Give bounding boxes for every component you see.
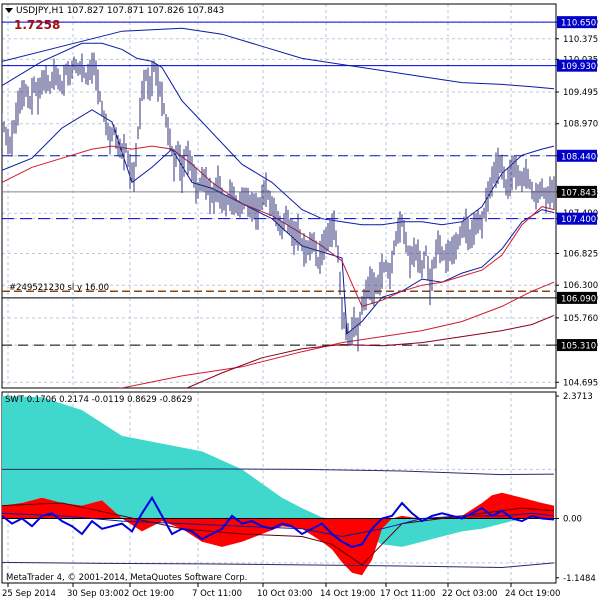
copyright-text: MetaTrader 4, © 2001-2014, MetaQuotes So… xyxy=(6,573,247,583)
navy-signal xyxy=(2,512,555,538)
price-tag xyxy=(557,339,597,352)
price-tag xyxy=(557,59,597,72)
time-tick-label: 7 Oct 11:00 xyxy=(192,589,242,599)
oscillator-pane: 2.3713 0.00 -1.1484 SWT 0.1706 0.2174 -0.01… xyxy=(1,391,596,584)
price-tag xyxy=(557,212,597,225)
price-tag-label: 107.843 xyxy=(561,188,596,198)
price-tag xyxy=(557,185,597,198)
axis-tick-label: 105.760 xyxy=(563,314,598,324)
price-tag-label: 105.310 xyxy=(561,342,596,352)
order-label-text: #249521230 sl y 16.00 xyxy=(9,283,109,293)
upper-band xyxy=(2,468,555,476)
ma-mid-red-line xyxy=(116,281,555,388)
axis-tick-label: 106.300 xyxy=(563,281,598,291)
chart-header: USDJPY,H1 107.827 107.871 107.826 107.84… xyxy=(5,6,224,32)
ma-long-red-line xyxy=(186,314,555,388)
axis-tick-label: 110.375 xyxy=(563,35,598,45)
symbol-ohlc-text: USDJPY,H1 107.827 107.871 107.826 107.84… xyxy=(16,6,224,16)
ma-long-navy-line xyxy=(2,27,555,90)
axis-tick-label: 109.495 xyxy=(563,88,598,98)
price-axis: 110.650110.375110.035109.930109.495108.9… xyxy=(556,16,598,388)
price-bars xyxy=(2,52,555,352)
price-tag-label: 106.090 xyxy=(561,294,596,304)
osc-axis-label: 0.00 xyxy=(563,514,582,524)
osc-axis-label: 2.3713 xyxy=(563,392,593,402)
time-tick-label: 25 Sep 2014 xyxy=(2,589,56,599)
osc-axis-label: -1.1484 xyxy=(563,574,596,584)
price-tag-label: 108.440 xyxy=(561,152,596,162)
price-tag-label: 110.650 xyxy=(561,19,596,29)
cyan-area xyxy=(2,396,554,547)
time-tick-label: 2 Oct 19:00 xyxy=(124,589,174,599)
dark-red-signal xyxy=(2,502,555,566)
oscillator-series xyxy=(2,396,556,576)
price-tag-label: 109.930 xyxy=(561,62,596,72)
price-pane: #249521230 sl y 16.00 xyxy=(1,3,557,583)
oscillator-header-text: SWT 0.1706 0.2174 -0.0119 0.8629 -0.8629 xyxy=(5,395,192,405)
time-axis: 25 Sep 2014 30 Sep 03:00 2 Oct 19:00 7 Oct … xyxy=(2,583,560,599)
axis-tick-label: 104.695 xyxy=(563,378,598,388)
price-tag xyxy=(557,149,597,162)
red-area xyxy=(2,492,554,576)
lower-band xyxy=(2,561,555,569)
blue-line xyxy=(2,495,555,548)
time-tick-label: 30 Sep 03:00 xyxy=(67,589,124,599)
price-tag xyxy=(557,291,597,304)
time-tick-label: 17 Oct 11:00 xyxy=(380,589,435,599)
indicator-value-text: 1.7258 xyxy=(14,18,60,32)
bollinger-upper-line xyxy=(2,42,555,226)
time-tick-label: 10 Oct 03:00 xyxy=(257,589,312,599)
axis-tick-label: 106.825 xyxy=(563,249,598,259)
price-pane-frame xyxy=(1,3,557,389)
collapse-triangle-icon[interactable] xyxy=(5,8,13,13)
time-tick-label: 14 Oct 19:00 xyxy=(320,589,375,599)
price-tag-label: 107.400 xyxy=(561,215,596,225)
price-tag xyxy=(557,16,597,29)
time-tick-label: 22 Oct 03:00 xyxy=(442,589,497,599)
axis-tick-label: 108.970 xyxy=(563,120,598,130)
time-tick-label: 24 Oct 19:00 xyxy=(505,589,560,599)
price-levels xyxy=(2,21,556,346)
price-series xyxy=(2,27,555,388)
